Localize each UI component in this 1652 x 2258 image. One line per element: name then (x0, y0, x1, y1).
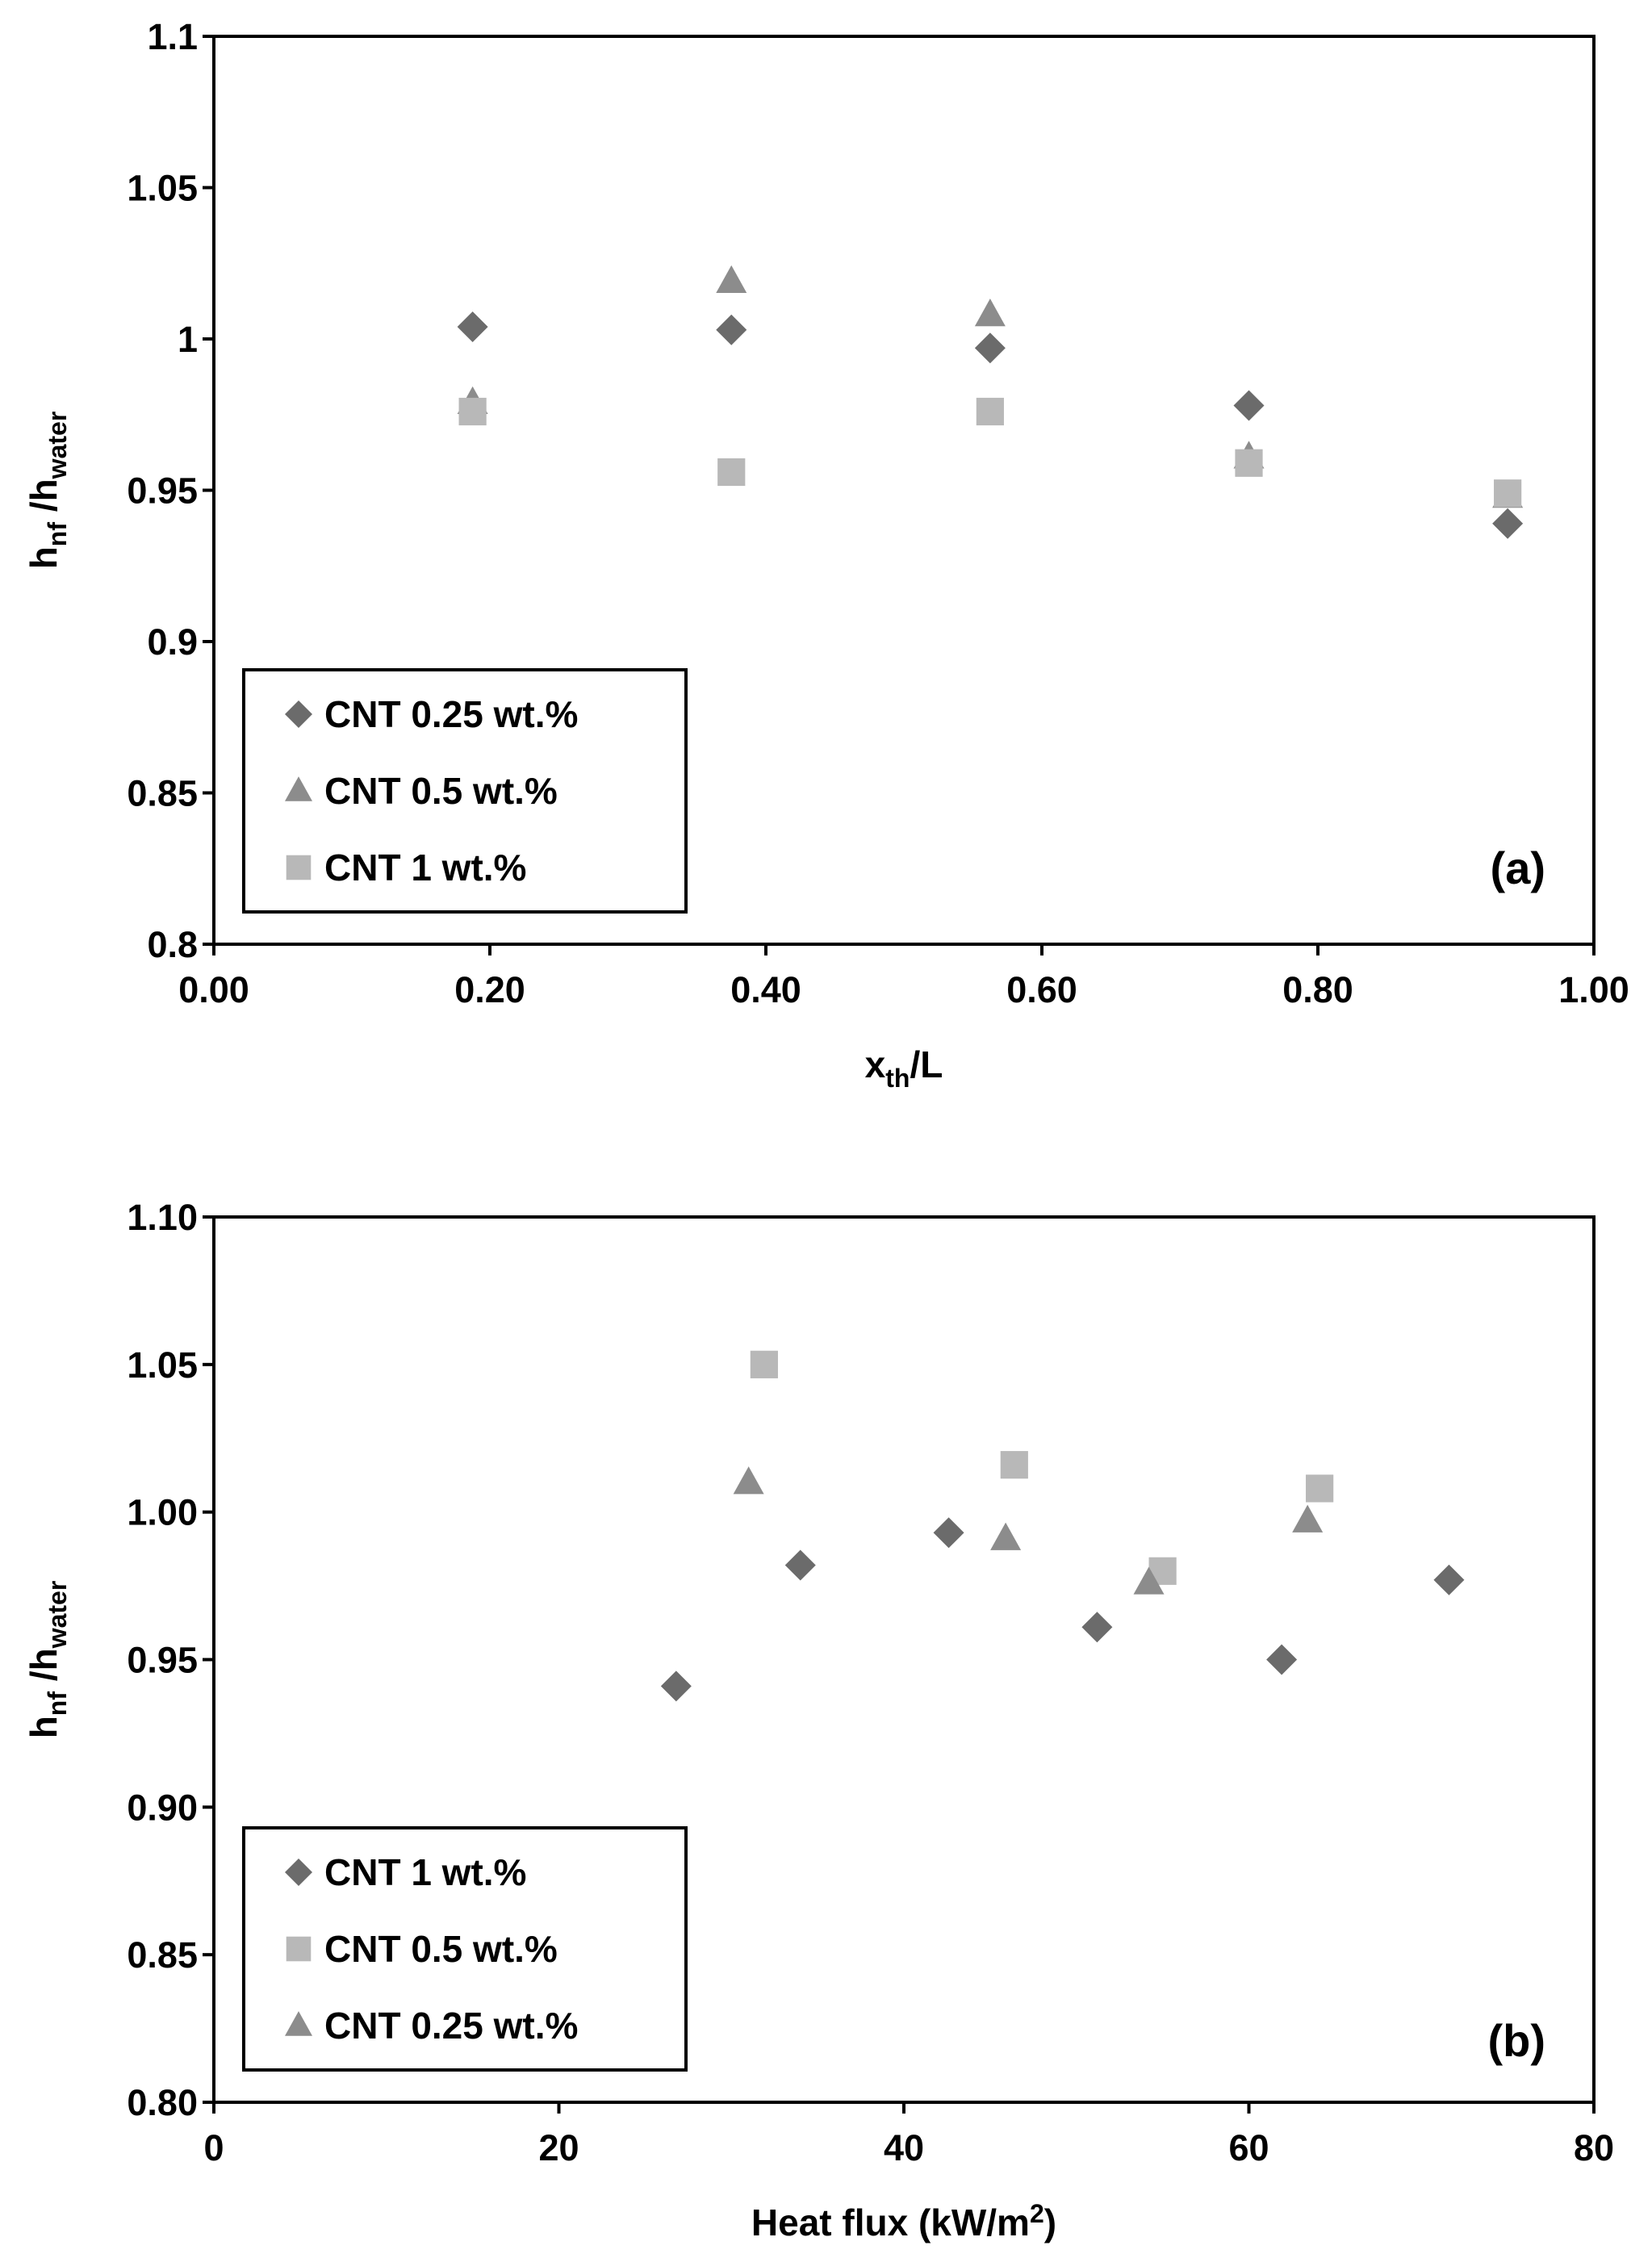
data-point (1081, 1612, 1113, 1643)
data-point (717, 458, 746, 487)
y-label-mid: /h (23, 1648, 65, 1691)
legend-label: CNT 0.5 wt.% (324, 770, 558, 812)
y-tick-label: 0.90 (127, 1787, 198, 1828)
legend-marker (285, 776, 312, 801)
data-point (1235, 449, 1263, 477)
y-label-mid: /h (23, 479, 65, 522)
y-tick-label: 1.05 (127, 1344, 198, 1386)
x-tick-label: 20 (538, 2127, 579, 2168)
y-tick-label: 0.95 (127, 1640, 198, 1681)
y-label-sub: water (43, 412, 72, 480)
x-label-main: Heat flux (kW/m (751, 2202, 1030, 2243)
data-point (660, 1671, 692, 1702)
data-point (1292, 1504, 1324, 1533)
y-tick-label: 1.10 (127, 1197, 198, 1238)
y-tick-label: 1.00 (127, 1492, 198, 1533)
y-label-main: h (23, 1716, 65, 1738)
legend-box (242, 668, 688, 914)
x-tick-label: 80 (1574, 2127, 1614, 2168)
data-point (974, 299, 1006, 327)
data-point (974, 332, 1006, 364)
x-axis-label: Heat flux (kW/m2) (751, 2199, 1056, 2243)
series-triangle (457, 265, 1524, 508)
x-label-main: x (865, 1043, 886, 1085)
y-label-sub: nf (43, 1691, 72, 1716)
x-label-rest: ) (1044, 2202, 1056, 2243)
y-tick-label: 0.85 (127, 1934, 198, 1976)
y-tick-label: 0.9 (147, 621, 198, 663)
x-tick-label: 0.20 (454, 969, 525, 1010)
legend-marker (285, 1859, 312, 1886)
series-square (750, 1350, 1334, 1585)
legend-box (242, 1826, 688, 2072)
y-tick-label: 0.8 (147, 924, 198, 965)
data-point (1306, 1474, 1334, 1503)
legend-label: CNT 1 wt.% (324, 1851, 526, 1893)
chart-panel-a: 0.8 0.85 0.9 0.95 1 1.05 1.1 0.00 0.20 0.40 0.60 0.… (23, 16, 1629, 1093)
panel-label: (a) (1491, 843, 1545, 893)
data-point (990, 1522, 1022, 1550)
series-diamond (457, 312, 1524, 539)
x-tick-label: 0.40 (730, 969, 801, 1010)
y-label-sub: nf (43, 522, 72, 547)
x-label-rest: /L (910, 1043, 943, 1085)
data-point (716, 314, 747, 345)
x-tick-label: 0 (203, 2127, 224, 2168)
data-point (1266, 1644, 1298, 1675)
panel-label: (b) (1487, 2015, 1545, 2066)
series-triangle (733, 1466, 1324, 1595)
data-point (457, 312, 488, 342)
data-point (716, 265, 747, 293)
chart-panel-b: 0.80 0.85 0.90 0.95 1.00 1.05 1.10 0 20 40 60 80 hnf… (23, 1197, 1614, 2243)
y-label-sub: water (43, 1581, 72, 1650)
data-point (933, 1517, 964, 1549)
data-point (750, 1350, 778, 1378)
legend-label: CNT 0.25 wt.% (324, 2005, 578, 2047)
legend-label: CNT 1 wt.% (324, 847, 526, 889)
data-point (1492, 508, 1524, 539)
y-tick-label: 1.1 (147, 16, 198, 57)
x-tick-label: 0.80 (1282, 969, 1353, 1010)
data-point (1233, 390, 1265, 421)
y-axis-label: hnf /hwater (23, 1581, 72, 1739)
y-tick-label: 1 (178, 319, 198, 360)
y-axis-label: hnf /hwater (23, 412, 72, 570)
legend-marker (285, 2011, 312, 2036)
y-tick-label: 1.05 (127, 168, 198, 209)
legend: CNT 0.25 wt.% CNT 0.5 wt.% CNT 1 wt.% (242, 668, 688, 914)
y-tick-label: 0.95 (127, 470, 198, 512)
data-point (976, 397, 1004, 426)
x-tick-label: 0.00 (178, 969, 249, 1010)
legend-label: CNT 0.25 wt.% (324, 693, 578, 735)
y-tick-label: 0.80 (127, 2082, 198, 2123)
data-point (458, 397, 487, 426)
legend-marker (286, 1936, 312, 1962)
legend-marker (286, 855, 312, 880)
legend-marker (285, 700, 312, 728)
x-tick-label: 60 (1228, 2127, 1269, 2168)
x-axis-label: xth/L (865, 1043, 943, 1093)
data-point (1133, 1566, 1165, 1595)
x-tick-label: 40 (884, 2127, 924, 2168)
x-tick-label: 0.60 (1006, 969, 1077, 1010)
y-tick-label: 0.85 (127, 773, 198, 814)
series-diamond (660, 1517, 1465, 1702)
legend: CNT 1 wt.% CNT 0.5 wt.% CNT 0.25 wt.% (242, 1826, 688, 2072)
data-point (1494, 479, 1522, 508)
data-point (733, 1466, 764, 1495)
data-point (1433, 1564, 1465, 1595)
x-label-sup: 2 (1030, 2199, 1044, 2228)
y-label-main: h (23, 546, 65, 569)
data-point (1000, 1451, 1028, 1479)
series-square (458, 397, 1522, 508)
legend-label: CNT 0.5 wt.% (324, 1928, 558, 1970)
data-point (784, 1549, 816, 1581)
x-label-sub: th (885, 1064, 910, 1093)
x-tick-label: 1.00 (1558, 969, 1629, 1010)
